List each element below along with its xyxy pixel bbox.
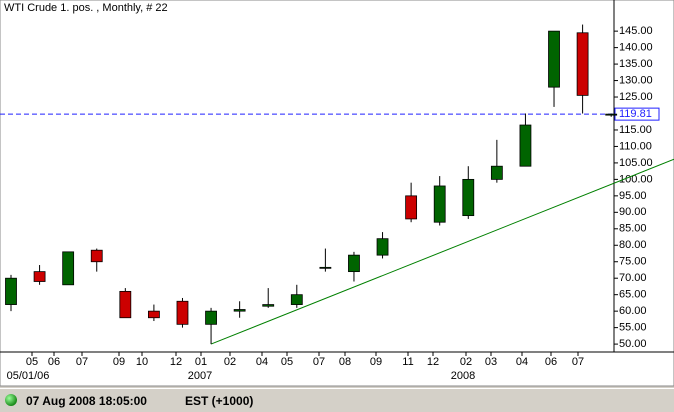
candle-body (62, 251, 75, 286)
x-tick-label: 02 (460, 356, 472, 368)
x-tick-label: 05 (26, 356, 38, 368)
candle-body (576, 32, 589, 96)
x-tick-label: 11 (402, 356, 413, 368)
candle-body (433, 185, 446, 223)
candle-body (319, 266, 332, 269)
candle-body (176, 300, 189, 325)
y-tick-label: 100.00 (619, 173, 653, 185)
x-tick-label: 06 (545, 356, 557, 368)
y-tick-label: 65.00 (619, 289, 647, 301)
y-tick-label: 115.00 (619, 124, 652, 136)
x-tick-label: 03 (485, 356, 497, 368)
x-tick-label: 09 (113, 356, 125, 368)
x-tick-label: 07 (76, 356, 88, 368)
status-zone: EST (+1000) (185, 394, 254, 408)
candle-body (233, 309, 246, 312)
candle-body (462, 178, 475, 217)
candle-body (33, 271, 46, 282)
candle-body (605, 113, 618, 116)
candle-body (548, 30, 560, 88)
y-tick-label: 60.00 (619, 305, 647, 317)
y-tick-label: 140.00 (619, 42, 653, 54)
status-time: 07 Aug 2008 18:05:00 (26, 394, 147, 408)
y-tick-label: 110.00 (619, 140, 652, 152)
x-tick-label: 12 (170, 356, 182, 368)
x-tick-label: 02 (224, 356, 236, 368)
x-tick-label: 04 (516, 356, 528, 368)
candle-body (290, 294, 303, 305)
trendline (210, 158, 674, 345)
x-tick-label: 12 (427, 356, 439, 368)
status-icon (5, 394, 17, 406)
y-tick-label: 75.00 (619, 256, 647, 268)
candle-body (376, 238, 389, 256)
y-tick-label: 135.00 (619, 58, 653, 70)
x-tick-label: 06 (48, 356, 60, 368)
x-tick-label: 09 (370, 356, 382, 368)
y-tick-label: 80.00 (619, 239, 647, 251)
y-tick-label: 55.00 (619, 322, 647, 334)
chart: WTI Crude 1. pos. , Monthly, # 22 50.00 5… (0, 0, 674, 387)
chart-background (0, 0, 674, 387)
y-tick-label: 95.00 (619, 190, 647, 202)
chart-title: WTI Crude 1. pos. , Monthly, # 22 (4, 2, 168, 14)
x-tick-label: 10 (136, 356, 148, 368)
candle-body (262, 304, 275, 307)
y-tick-label: 105.00 (619, 157, 653, 169)
candle-body (147, 310, 160, 319)
candle-body (90, 249, 103, 263)
y-tick-label: 85.00 (619, 223, 647, 235)
candle-body (490, 165, 503, 180)
candle-body (119, 290, 132, 319)
last-price-label: 119.81 (619, 108, 652, 120)
status-bar: 07 Aug 2008 18:05:00 EST (+1000) (0, 388, 674, 412)
candle-body (519, 124, 532, 167)
y-tick-label: 145.00 (619, 25, 653, 37)
y-tick-label: 90.00 (619, 206, 647, 218)
x-tick-label: 07 (313, 356, 325, 368)
candle-body (348, 254, 360, 273)
x-tick-label: 07 (572, 356, 584, 368)
candle-body (205, 310, 217, 325)
y-tick-label: 50.00 (619, 338, 647, 350)
y-tick-label: 130.00 (619, 74, 653, 86)
x-period-label: 2007 (188, 370, 212, 382)
x-period-label: 05/01/06 (7, 370, 50, 382)
candle-body (405, 195, 418, 220)
x-tick-label: 08 (339, 356, 351, 368)
x-tick-label: 04 (256, 356, 268, 368)
x-period-label: 2008 (451, 370, 475, 382)
y-tick-label: 70.00 (619, 272, 647, 284)
x-tick-label: 05 (281, 356, 293, 368)
x-tick-label: 01 (195, 356, 207, 368)
y-tick-label: 125.00 (619, 91, 653, 103)
candle-body (5, 277, 17, 305)
